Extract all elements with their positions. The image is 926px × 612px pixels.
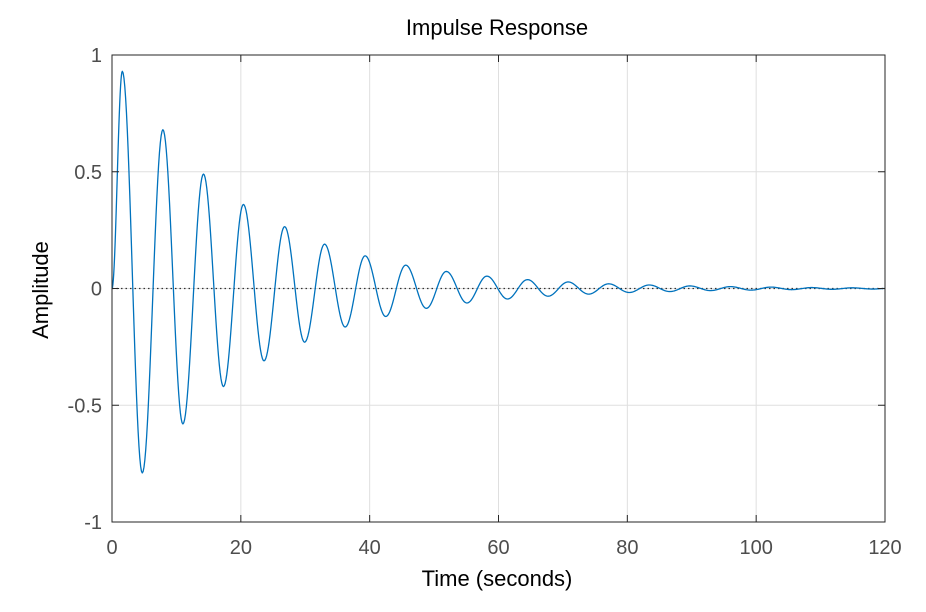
series-line-impulse-response xyxy=(111,70,886,474)
x-tick-label: 80 xyxy=(616,537,638,559)
x-tick-labels: 0 20 40 60 80 100 120 xyxy=(106,537,901,559)
y-tick-label: -1 xyxy=(84,512,102,534)
x-tick-label: 100 xyxy=(739,537,772,559)
y-tick-label: 1 xyxy=(91,45,102,67)
y-tick-label: 0 xyxy=(91,279,102,301)
y-axis-label: Amplitude xyxy=(28,241,53,339)
y-tick-marks xyxy=(112,54,885,523)
y-tick-labels: 1 0.5 0 -0.5 -1 xyxy=(68,45,102,534)
x-tick-label: 40 xyxy=(359,537,381,559)
x-tick-label: 60 xyxy=(487,537,509,559)
x-axis-label: Time (seconds) xyxy=(422,566,573,591)
x-tick-label: 20 xyxy=(230,537,252,559)
x-tick-label: 0 xyxy=(106,537,117,559)
x-tick-label: 120 xyxy=(868,537,901,559)
x-tick-marks xyxy=(111,55,886,522)
y-tick-label: -0.5 xyxy=(68,395,102,417)
series-group xyxy=(111,70,886,474)
y-tick-label: 0.5 xyxy=(74,162,102,184)
chart-title: Impulse Response xyxy=(406,15,588,40)
